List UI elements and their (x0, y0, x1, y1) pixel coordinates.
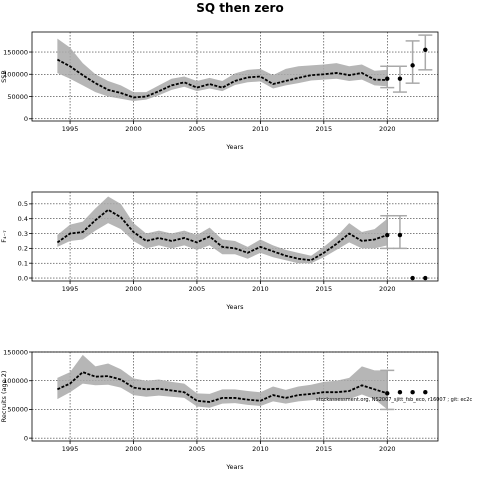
forecast-point (385, 391, 390, 396)
forecast-point (397, 76, 403, 81)
forecast-point (423, 47, 428, 52)
y-tick-label: 0.0 (18, 274, 28, 282)
y-axis-label: SSB (0, 70, 8, 83)
confidence-band (57, 354, 388, 410)
x-tick-label: 2005 (189, 445, 206, 453)
y-axis-label: F₄₋₇ (0, 230, 8, 243)
forecast-point (410, 275, 415, 281)
forecast-point (423, 389, 428, 395)
y-tick-label: 150000 (3, 48, 28, 56)
panel-recruits: 1995 2000 2005 2010 2015 2020 0 50000 100000 1500… (0, 348, 439, 471)
y-tick-label: 0.4 (18, 215, 28, 223)
footnote: stockassessment.org, NS2007_sjitt_fsb_ec… (316, 397, 472, 403)
x-tick-label: 2005 (189, 125, 206, 133)
x-axis-label: Years (225, 143, 244, 151)
x-tick-label: 1995 (62, 125, 79, 133)
y-tick-label: 0 (24, 434, 28, 442)
x-tick-label: 2015 (316, 285, 333, 293)
x-tick-label: 1995 (62, 285, 79, 293)
x-tick-label: 2010 (252, 285, 269, 293)
x-tick-label: 2015 (316, 125, 333, 133)
confidence-band (57, 196, 388, 264)
x-tick-label: 2015 (316, 445, 333, 453)
forecast-point (385, 232, 390, 238)
axes-frame (31, 191, 439, 282)
forecast-point (410, 63, 415, 68)
y-tick-label: 50000 (7, 93, 28, 101)
panels: 1995 2000 2005 2010 2015 2020 0 50000 100000 1500… (0, 31, 439, 471)
y-tick-label: 150000 (3, 348, 28, 356)
confidence-band (57, 38, 388, 101)
x-axis-label: Years (225, 303, 244, 311)
y-tick-label: 0.1 (18, 260, 28, 268)
y-tick-label: 0.2 (18, 245, 28, 253)
y-tick-label: 100000 (3, 71, 28, 79)
y-tick-label: 0.3 (18, 230, 28, 238)
y-axis-label: Recruits (age 2) (0, 371, 8, 423)
y-tick-label: 0 (24, 115, 28, 123)
forecast-point (397, 232, 403, 238)
panel-ssb: 1995 2000 2005 2010 2015 2020 0 50000 100000 1500… (0, 31, 439, 151)
estimate-line (56, 208, 388, 262)
panel-fbar: 1995 2000 2005 2010 2015 2020 0.0 0.1 0.2 0.3 0.4 0… (0, 191, 439, 311)
y-tick-label: 50000 (7, 406, 28, 414)
x-axis-label: Years (225, 463, 244, 471)
y-tick-label: 0.5 (18, 200, 28, 208)
forecast-point (410, 389, 415, 395)
x-tick-label: 2000 (125, 125, 142, 133)
x-tick-label: 2000 (125, 445, 142, 453)
x-tick-label: 1995 (62, 445, 79, 453)
axes-frame (31, 31, 439, 122)
x-tick-label: 2020 (379, 285, 396, 293)
x-tick-label: 2020 (379, 125, 396, 133)
estimate-line (57, 371, 388, 403)
x-tick-label: 2010 (252, 445, 269, 453)
x-tick-label: 2000 (125, 285, 142, 293)
axes-frame (31, 351, 439, 442)
forecast-point (385, 76, 390, 81)
x-tick-label: 2010 (252, 125, 269, 133)
x-tick-label: 2020 (379, 445, 396, 453)
y-tick-label: 100000 (3, 377, 28, 385)
figure-title: SQ then zero (196, 1, 283, 15)
forecast-point (423, 275, 428, 281)
forecast-point (397, 389, 403, 395)
estimate-line (56, 58, 388, 99)
x-tick-label: 2005 (189, 285, 206, 293)
